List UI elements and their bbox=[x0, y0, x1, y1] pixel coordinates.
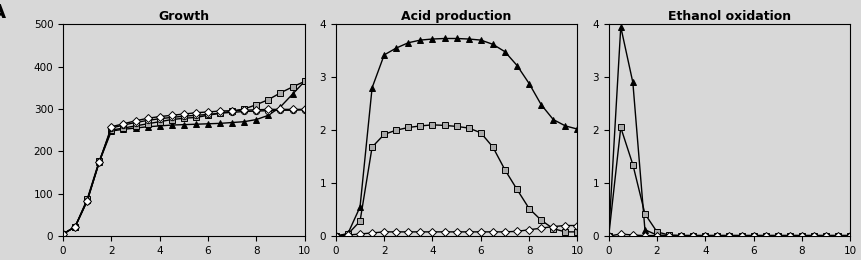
Title: Acid production: Acid production bbox=[401, 10, 511, 23]
Text: A: A bbox=[0, 3, 6, 22]
Title: Growth: Growth bbox=[158, 10, 209, 23]
Title: Ethanol oxidation: Ethanol oxidation bbox=[668, 10, 791, 23]
